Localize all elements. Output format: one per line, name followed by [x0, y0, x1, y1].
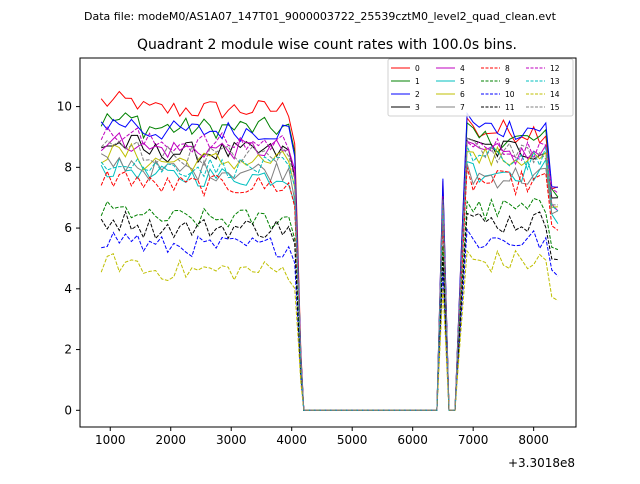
x-tick-label: 2000: [155, 433, 186, 447]
y-tick-label: 0: [64, 403, 72, 417]
x-tick-label: 4000: [276, 433, 307, 447]
x-tick-label: 8000: [518, 433, 549, 447]
y-tick-label: 6: [64, 221, 72, 235]
y-tick-label: 2: [64, 343, 72, 357]
figure-suptitle: Data file: modeM0/AS1A07_147T01_90000037…: [84, 10, 557, 23]
legend-label-12: 12: [550, 64, 560, 73]
legend-label-3: 3: [415, 103, 420, 112]
x-tick-label: 3000: [216, 433, 247, 447]
legend-label-13: 13: [550, 77, 560, 86]
x-tick-label: 6000: [397, 433, 428, 447]
y-tick-label: 10: [57, 100, 72, 114]
legend-box: [387, 58, 574, 117]
legend-label-11: 11: [505, 103, 515, 112]
legend-label-7: 7: [460, 103, 465, 112]
legend-label-5: 5: [460, 77, 465, 86]
plot-area: [100, 90, 559, 411]
series-line-11: [100, 210, 558, 411]
series-line-9: [100, 197, 559, 411]
legend-label-15: 15: [550, 103, 560, 112]
x-tick-label: 5000: [337, 433, 368, 447]
legend-label-6: 6: [460, 90, 465, 99]
legend-label-1: 1: [415, 77, 420, 86]
legend-label-8: 8: [505, 64, 510, 73]
y-tick-label: 4: [64, 282, 72, 296]
series-line-14: [100, 249, 559, 411]
x-tick-label: 1000: [95, 433, 126, 447]
legend-label-2: 2: [415, 90, 420, 99]
legend-label-10: 10: [505, 90, 515, 99]
x-tick-label: 7000: [458, 433, 489, 447]
series-line-15: [100, 137, 558, 411]
legend-label-4: 4: [460, 64, 465, 73]
axes-frame: [79, 57, 577, 428]
legend-label-14: 14: [550, 90, 560, 99]
legend-label-9: 9: [505, 77, 510, 86]
chart-title: Quadrant 2 module wise count rates with …: [137, 37, 517, 53]
y-tick-label: 8: [64, 160, 72, 174]
legend-label-0: 0: [415, 64, 420, 73]
x-offset-label: +3.3018e8: [508, 456, 575, 470]
